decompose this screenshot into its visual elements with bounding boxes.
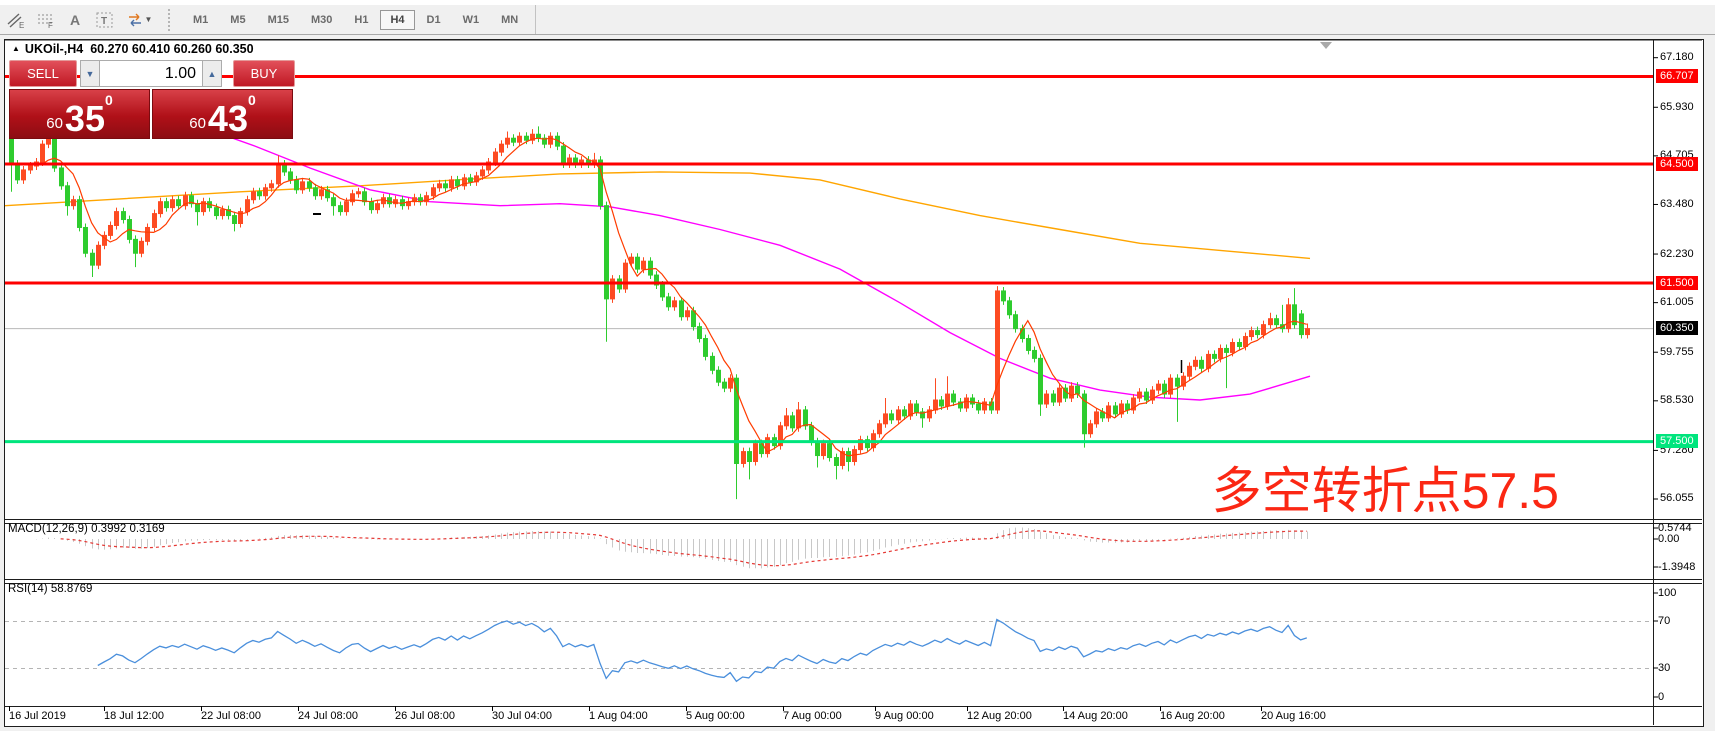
timeframe-mn[interactable]: MN bbox=[501, 13, 519, 26]
collapse-arrow-icon[interactable]: ▲ bbox=[12, 44, 20, 53]
price-axis-label: 59.755 bbox=[1660, 345, 1694, 358]
timeframe-d1[interactable]: D1 bbox=[426, 13, 441, 26]
chart-objects-icon[interactable]: E bbox=[0, 8, 30, 32]
buy-button[interactable]: BUY bbox=[233, 60, 295, 87]
volume-decrease-button[interactable]: ▼ bbox=[80, 60, 100, 87]
text-label-icon[interactable]: A bbox=[69, 11, 81, 28]
ohlc-values: 60.270 60.410 60.260 60.350 bbox=[90, 42, 254, 56]
price-badge-60.350: 60.350 bbox=[1656, 321, 1698, 336]
sell-price-pip: 0 bbox=[104, 92, 113, 108]
price-badge-57.500: 57.500 bbox=[1656, 434, 1698, 449]
price-axis-label: 58.530 bbox=[1660, 394, 1694, 407]
volume-input[interactable]: 1.00 bbox=[100, 60, 202, 87]
timeframe-m5[interactable]: M5 bbox=[230, 13, 246, 26]
toolbar: E F A T ▼ M1 M5 M15 M30 H1 H4 D1 W1 MN bbox=[0, 5, 1715, 35]
timeframe-m30[interactable]: M30 bbox=[310, 13, 333, 26]
date-axis-label: 9 Aug 00:00 bbox=[875, 710, 934, 722]
date-axis-label: 20 Aug 16:00 bbox=[1261, 710, 1326, 722]
price-axis-label: 65.930 bbox=[1660, 100, 1694, 113]
date-axis-label: 1 Aug 04:00 bbox=[589, 710, 648, 722]
drawing-tools-group: E F A T ▼ bbox=[0, 5, 158, 34]
price-axis-label: 67.180 bbox=[1660, 51, 1694, 64]
timeframe-m1[interactable]: M1 bbox=[193, 13, 209, 26]
date-axis-label: 7 Aug 00:00 bbox=[783, 710, 842, 722]
one-click-trade-panel: SELL ▼ 1.00 ▲ BUY 60 35 0 60 43 0 bbox=[9, 60, 295, 139]
date-axis-label: 18 Jul 12:00 bbox=[104, 710, 164, 722]
rsi-axis-label: 30 bbox=[1658, 662, 1671, 674]
rsi-axis-label: 100 bbox=[1658, 587, 1677, 599]
date-axis-label: 30 Jul 04:00 bbox=[492, 710, 552, 722]
macd-name: MACD(12,26,9) bbox=[8, 523, 88, 535]
timeframe-h4[interactable]: H4 bbox=[380, 9, 415, 30]
rsi-axis-label: 70 bbox=[1658, 615, 1671, 627]
buy-price-main: 43 bbox=[207, 97, 248, 139]
text-box-icon[interactable]: T bbox=[90, 8, 120, 32]
volume-increase-button[interactable]: ▲ bbox=[202, 60, 222, 87]
svg-text:T: T bbox=[101, 16, 107, 27]
timeframe-h1[interactable]: H1 bbox=[354, 13, 369, 26]
date-axis-label: 16 Jul 2019 bbox=[9, 710, 66, 722]
cycle-lines-icon[interactable]: ▼ bbox=[120, 8, 158, 32]
symbol-name: UKOil-,H4 bbox=[24, 42, 84, 56]
price-badge-61.500: 61.500 bbox=[1656, 275, 1698, 290]
date-axis-label: 16 Aug 20:00 bbox=[1160, 710, 1225, 722]
price-axis-label: 56.055 bbox=[1660, 492, 1694, 505]
rsi-name: RSI(14) bbox=[8, 583, 48, 595]
macd-axis-label: 0.00 bbox=[1658, 533, 1680, 545]
chart-title: ▲ UKOil-,H4 60.270 60.410 60.260 60.350 bbox=[12, 42, 254, 56]
rsi-axis-label: 0 bbox=[1658, 691, 1665, 703]
svg-text:F: F bbox=[48, 21, 53, 29]
macd-values: 0.3992 0.3169 bbox=[91, 523, 165, 535]
sell-price-prefix: 60 bbox=[46, 115, 63, 132]
quote-row: 60 35 0 60 43 0 bbox=[9, 89, 295, 139]
buy-price-quote[interactable]: 60 43 0 bbox=[152, 89, 293, 139]
price-axis-label: 62.230 bbox=[1660, 247, 1694, 260]
chart-window bbox=[4, 39, 1704, 727]
date-axis-label: 24 Jul 08:00 bbox=[298, 710, 358, 722]
buy-price-pip: 0 bbox=[247, 92, 256, 108]
macd-axis-label: 0.5744 bbox=[1658, 522, 1692, 534]
rsi-label: RSI(14) 58.8769 bbox=[8, 583, 92, 595]
date-axis-label: 14 Aug 20:00 bbox=[1063, 710, 1128, 722]
macd-axis-label: -1.3948 bbox=[1658, 561, 1696, 573]
price-badge-66.707: 66.707 bbox=[1656, 68, 1698, 83]
trade-controls-row: SELL ▼ 1.00 ▲ BUY bbox=[9, 60, 295, 87]
rsi-value: 58.8769 bbox=[50, 583, 93, 595]
buy-price-prefix: 60 bbox=[189, 115, 206, 132]
timeframe-w1[interactable]: W1 bbox=[462, 13, 480, 26]
sell-button[interactable]: SELL bbox=[9, 60, 77, 87]
timeframe-group: M1 M5 M15 M30 H1 H4 D1 W1 MN bbox=[182, 5, 537, 34]
svg-text:E: E bbox=[19, 21, 24, 29]
chart-annotation-text: 多空转折点57.5 bbox=[1211, 463, 1559, 519]
date-axis-label: 26 Jul 08:00 bbox=[395, 710, 455, 722]
sell-price-quote[interactable]: 60 35 0 bbox=[9, 89, 150, 139]
price-axis-label: 61.005 bbox=[1660, 296, 1694, 309]
chevron-down-icon: ▼ bbox=[144, 15, 153, 24]
toolbar-drag-handle[interactable] bbox=[168, 8, 178, 31]
price-axis-label: 63.480 bbox=[1660, 197, 1694, 210]
date-axis-label: 5 Aug 00:00 bbox=[686, 710, 745, 722]
macd-label: MACD(12,26,9) 0.3992 0.3169 bbox=[8, 523, 165, 535]
date-axis-label: 22 Jul 08:00 bbox=[201, 710, 261, 722]
price-badge-64.500: 64.500 bbox=[1656, 156, 1698, 171]
sell-price-main: 35 bbox=[64, 97, 105, 139]
timeframe-m15[interactable]: M15 bbox=[267, 13, 289, 26]
date-axis-label: 12 Aug 20:00 bbox=[967, 710, 1032, 722]
fibonacci-grid-icon[interactable]: F bbox=[30, 8, 60, 32]
